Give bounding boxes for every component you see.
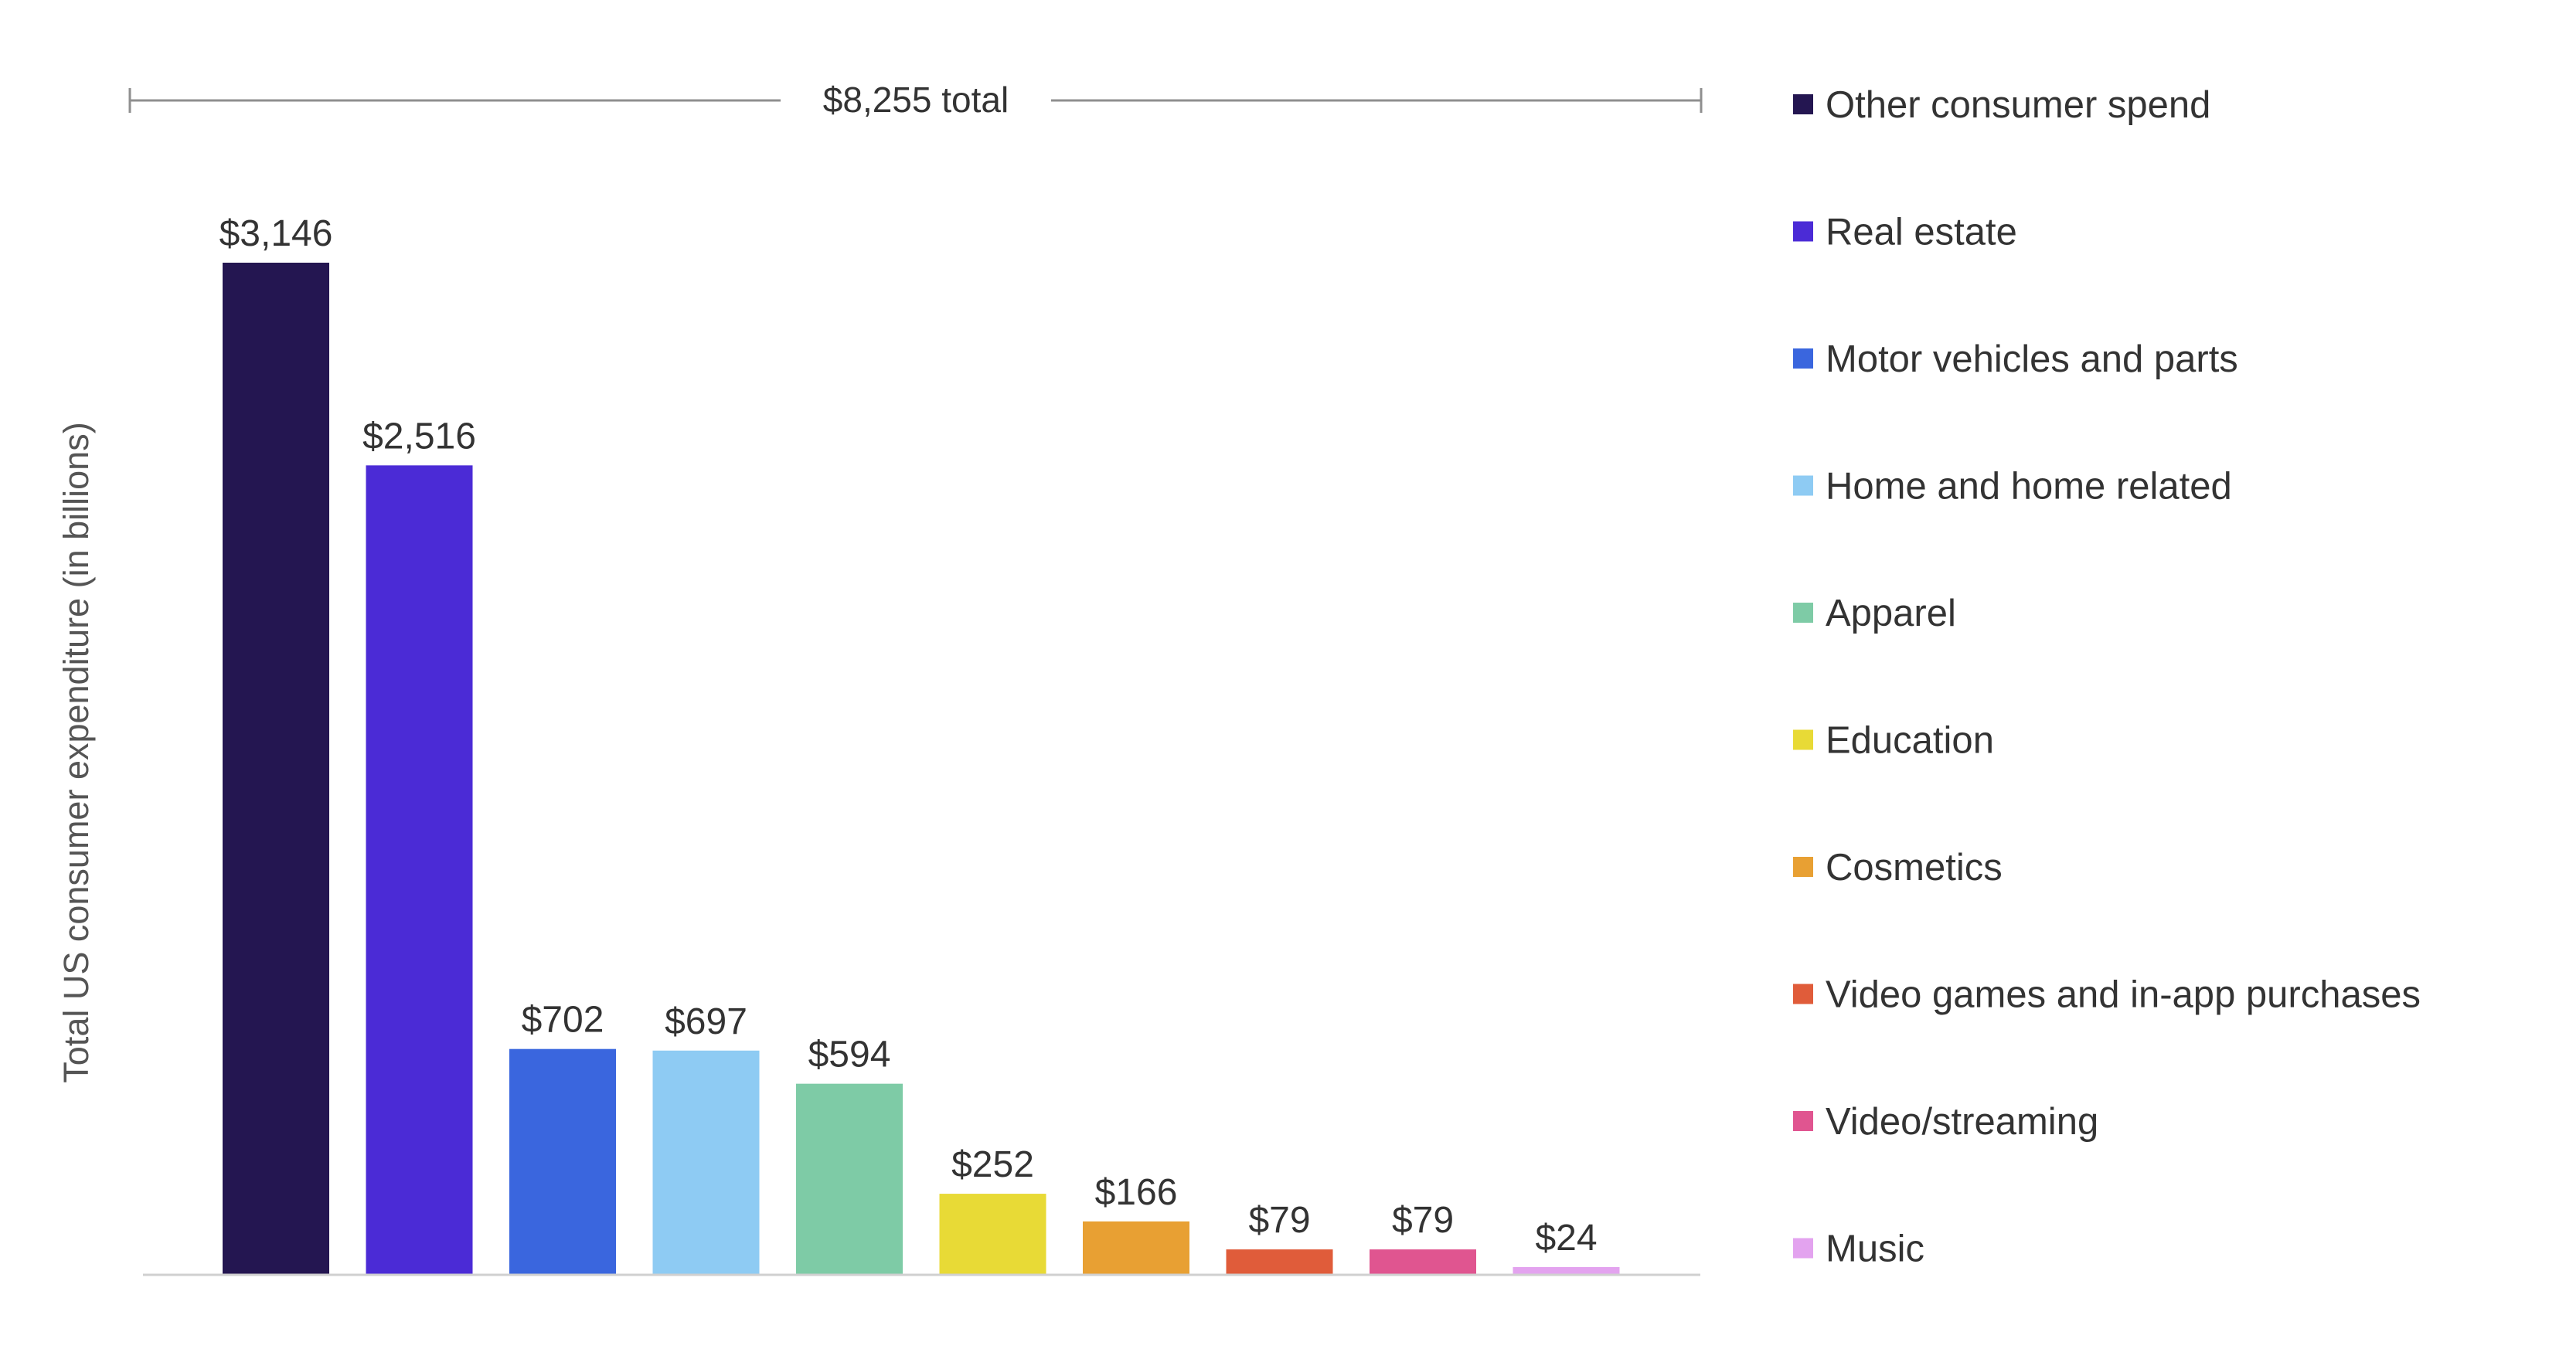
legend-swatch-2 xyxy=(1793,221,1813,242)
legend-item-3: Motor vehicles and parts xyxy=(1793,338,2238,380)
legend-label-6: Education xyxy=(1826,720,1994,762)
value-label-5: $594 xyxy=(808,1035,891,1075)
y-axis-label: Total US consumer expenditure (in billio… xyxy=(56,422,96,1082)
legend-label-4: Home and home related xyxy=(1826,466,2232,508)
legend-label-8: Video games and in-app purchases xyxy=(1826,974,2421,1016)
legend-swatch-8 xyxy=(1793,984,1813,1004)
legend-swatch-1 xyxy=(1793,94,1813,114)
legend-item-5: Apparel xyxy=(1793,593,1956,634)
legend-item-6: Education xyxy=(1793,720,1994,762)
legend-swatch-10 xyxy=(1793,1238,1813,1259)
legend-item-2: Real estate xyxy=(1793,212,2017,253)
legend-swatch-4 xyxy=(1793,475,1813,496)
bar-6 xyxy=(939,1194,1046,1275)
bar-1 xyxy=(223,263,329,1275)
value-label-7: $166 xyxy=(1095,1172,1178,1213)
legend-label-3: Motor vehicles and parts xyxy=(1826,338,2238,380)
bar-5 xyxy=(796,1083,903,1275)
legend-swatch-5 xyxy=(1793,603,1813,623)
legend: Other consumer spend Real estate Motor veh… xyxy=(1793,84,2421,1270)
legend-swatch-9 xyxy=(1793,1111,1813,1131)
value-label-1: $3,146 xyxy=(219,213,333,254)
value-label-2: $2,516 xyxy=(362,416,476,457)
legend-item-10: Music xyxy=(1793,1228,1924,1270)
bar-8 xyxy=(1226,1249,1333,1275)
legend-item-8: Video games and in-app purchases xyxy=(1793,974,2421,1016)
value-label-4: $697 xyxy=(665,1001,747,1042)
bar-9 xyxy=(1370,1249,1476,1275)
legend-item-9: Video/streaming xyxy=(1793,1101,2098,1143)
legend-label-2: Real estate xyxy=(1826,212,2017,253)
bar-7 xyxy=(1083,1221,1189,1275)
legend-label-9: Video/streaming xyxy=(1826,1101,2098,1143)
legend-swatch-7 xyxy=(1793,857,1813,877)
bar-3 xyxy=(509,1048,616,1275)
bar-10 xyxy=(1513,1267,1620,1275)
value-label-6: $252 xyxy=(951,1144,1034,1185)
legend-swatch-3 xyxy=(1793,348,1813,369)
value-label-3: $702 xyxy=(522,1000,604,1041)
total-label: $8,255 total xyxy=(823,80,1009,120)
bar-2 xyxy=(366,465,473,1275)
value-label-8: $79 xyxy=(1248,1200,1310,1241)
value-label-9: $79 xyxy=(1392,1200,1454,1241)
bars xyxy=(223,263,1620,1275)
legend-item-4: Home and home related xyxy=(1793,466,2232,508)
bar-4 xyxy=(652,1050,760,1275)
value-labels: $3,146 $2,516 $702 $697 $594 $252 $166 $79 $79 $2… xyxy=(219,213,1598,1259)
legend-label-1: Other consumer spend xyxy=(1826,84,2210,126)
legend-item-7: Cosmetics xyxy=(1793,847,2003,889)
total-bracket: $8,255 total xyxy=(128,80,1703,120)
value-label-10: $24 xyxy=(1535,1218,1597,1259)
legend-label-10: Music xyxy=(1826,1228,1924,1270)
legend-item-1: Other consumer spend xyxy=(1793,84,2210,126)
legend-swatch-6 xyxy=(1793,729,1813,750)
legend-label-5: Apparel xyxy=(1826,593,1956,634)
legend-label-7: Cosmetics xyxy=(1826,847,2003,889)
